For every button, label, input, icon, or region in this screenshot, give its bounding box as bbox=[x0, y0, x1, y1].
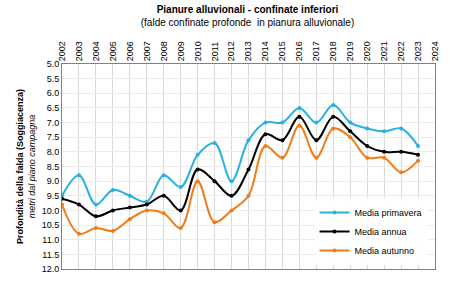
svg-text:2015: 2015 bbox=[277, 41, 287, 61]
svg-text:11.0: 11.0 bbox=[42, 235, 59, 245]
svg-text:2011: 2011 bbox=[210, 42, 220, 61]
svg-text:Profondità della falda (Soggia: Profondità della falda (Soggiacenza)metr… bbox=[15, 89, 37, 244]
svg-text:2004: 2004 bbox=[91, 41, 101, 61]
svg-text:Media autunno: Media autunno bbox=[355, 246, 415, 256]
svg-text:2023: 2023 bbox=[413, 41, 423, 61]
svg-text:2024: 2024 bbox=[430, 41, 440, 61]
svg-text:2019: 2019 bbox=[345, 41, 355, 61]
svg-text:2005: 2005 bbox=[108, 41, 118, 61]
svg-text:2010: 2010 bbox=[193, 41, 203, 61]
svg-text:6.0: 6.0 bbox=[47, 88, 60, 98]
svg-text:8.0: 8.0 bbox=[47, 147, 60, 157]
svg-text:5.0: 5.0 bbox=[47, 59, 60, 69]
svg-text:10.5: 10.5 bbox=[42, 220, 60, 230]
svg-text:Media primavera: Media primavera bbox=[355, 208, 422, 218]
svg-text:7.0: 7.0 bbox=[47, 118, 60, 128]
svg-text:2003: 2003 bbox=[74, 41, 84, 61]
svg-text:7.5: 7.5 bbox=[47, 132, 60, 142]
svg-text:11.5: 11.5 bbox=[42, 250, 59, 260]
svg-text:Media annua: Media annua bbox=[355, 227, 407, 237]
svg-text:2013: 2013 bbox=[243, 41, 253, 61]
svg-text:10.0: 10.0 bbox=[42, 206, 60, 216]
svg-text:2014: 2014 bbox=[260, 41, 270, 61]
svg-text:9.5: 9.5 bbox=[47, 191, 60, 201]
svg-text:2018: 2018 bbox=[328, 41, 338, 61]
svg-text:2009: 2009 bbox=[176, 41, 186, 61]
svg-text:2021: 2021 bbox=[379, 41, 389, 61]
svg-text:2007: 2007 bbox=[142, 41, 152, 61]
svg-text:12.0: 12.0 bbox=[42, 264, 60, 274]
svg-text:2022: 2022 bbox=[396, 41, 406, 61]
svg-text:2012: 2012 bbox=[226, 41, 236, 61]
svg-text:6.5: 6.5 bbox=[47, 103, 60, 113]
svg-text:8.5: 8.5 bbox=[47, 162, 60, 172]
svg-text:2008: 2008 bbox=[159, 41, 169, 61]
svg-text:9.0: 9.0 bbox=[47, 176, 60, 186]
svg-text:5.5: 5.5 bbox=[47, 74, 60, 84]
svg-text:Pianure alluvionali - confinat: Pianure alluvionali - confinate inferior… bbox=[141, 4, 354, 28]
svg-text:2002: 2002 bbox=[57, 41, 67, 61]
svg-text:2016: 2016 bbox=[294, 41, 304, 61]
svg-text:2006: 2006 bbox=[125, 41, 135, 61]
svg-text:2017: 2017 bbox=[311, 41, 321, 61]
svg-text:2020: 2020 bbox=[362, 41, 372, 61]
